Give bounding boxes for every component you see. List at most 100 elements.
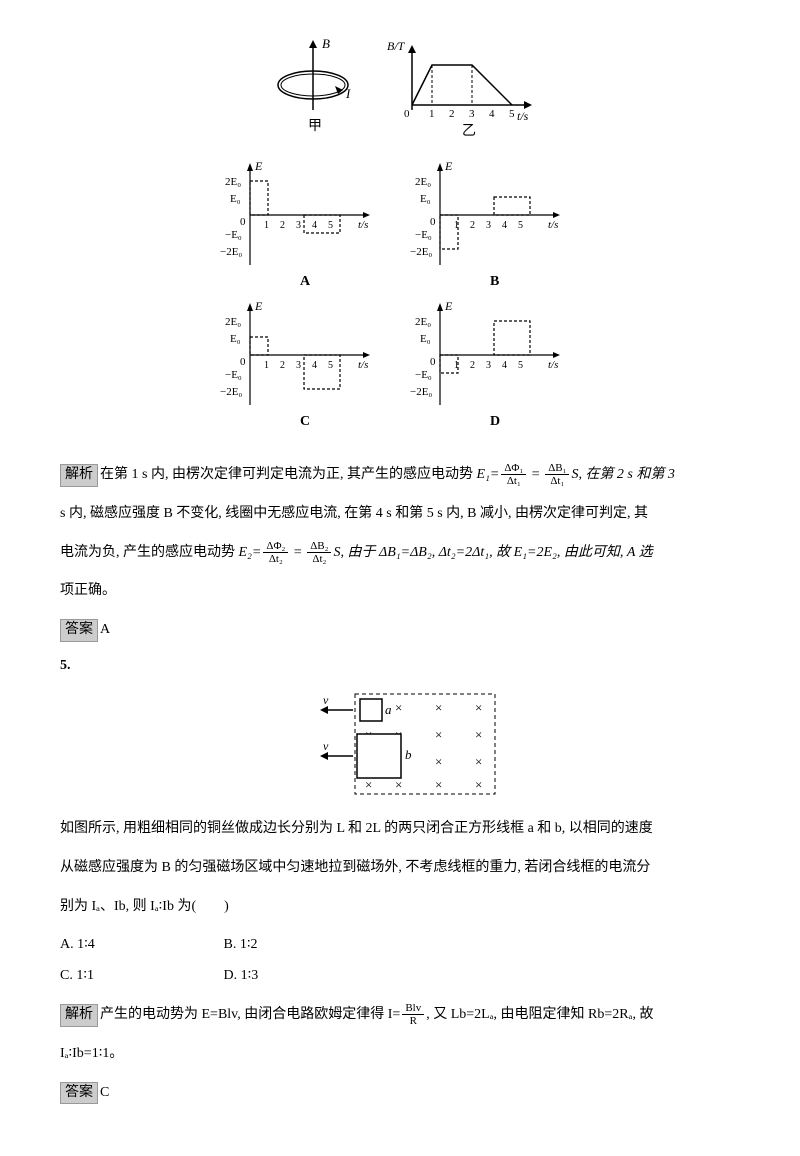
svg-text:3: 3 [296, 360, 301, 371]
q5-vb: v [323, 739, 329, 753]
svg-text:−E₀: −E₀ [225, 229, 242, 241]
q5-choice-b: B. 1∶2 [224, 930, 384, 961]
analysis-1-line2: s 内, 磁感应强度 B 不变化, 线圈中无感应电流, 在第 4 s 和第 5 … [60, 499, 740, 530]
svg-text:E₀: E₀ [230, 333, 241, 345]
svg-text:E₀: E₀ [420, 193, 431, 205]
a1-l3-pre: 电流为负, 产生的感应电动势 [60, 545, 239, 560]
q5-stem3: 别为 Iₐ、Ib, 则 Iₐ∶Ib 为( ) [60, 892, 740, 923]
q5-stem2: 从磁感应强度为 B 的匀强磁场区域中匀速地拉到磁场外, 不考虑线框的重力, 若闭… [60, 853, 740, 884]
a1-post1: S, 在第 2 s 和第 3 [571, 467, 674, 482]
svg-text:E₀: E₀ [230, 193, 241, 205]
svg-text:1: 1 [264, 360, 269, 371]
svg-text:×: × [475, 727, 482, 742]
svg-text:D: D [490, 414, 500, 429]
svg-text:5: 5 [509, 108, 515, 120]
a1-eq: = [528, 467, 543, 482]
a2-post: , 又 Lb=2Lₐ, 由电阻定律知 Rb=2Rₐ, 故 [426, 1007, 653, 1022]
svg-text:t/s: t/s [358, 359, 368, 371]
svg-text:1: 1 [264, 220, 269, 231]
q5-choice-c: C. 1∶1 [60, 961, 220, 992]
q5-svg: ×××× ×××× ×××× ×××× a b v v [285, 684, 515, 804]
q5-b-label: b [405, 747, 412, 762]
analysis-1-line3: 电流为负, 产生的感应电动势 E₂=ΔΦ₂Δt₂ = ΔB₂Δt₂S, 由于 Δ… [60, 538, 740, 569]
svg-text:3: 3 [296, 220, 301, 231]
svg-text:t/s: t/s [358, 219, 368, 231]
svg-text:−2E₀: −2E₀ [220, 246, 242, 258]
svg-text:×: × [475, 700, 482, 715]
svg-text:×: × [475, 777, 482, 792]
q5-choice-d: D. 1∶3 [224, 961, 384, 992]
svg-text:5: 5 [518, 360, 523, 371]
svg-text:2E₀: 2E₀ [225, 176, 241, 188]
a1-frac1: ΔΦ₁Δt₁ [501, 462, 526, 487]
svg-text:E: E [254, 299, 263, 313]
svg-text:C: C [300, 414, 310, 429]
svg-text:×: × [435, 700, 442, 715]
analysis-label-1: 解析 [60, 464, 98, 487]
svg-text:2: 2 [449, 108, 455, 120]
svg-text:2: 2 [280, 220, 285, 231]
a1-e1: E₁= [476, 467, 499, 482]
svg-text:2: 2 [470, 220, 475, 231]
a1-l3-post: S, 由于 ΔB₁=ΔB₂, Δt₂=2Δt₁, 故 E₁=2E₂, 由此可知,… [333, 545, 652, 560]
q5-a-label: a [385, 702, 392, 717]
q5-choice-a: A. 1∶4 [60, 930, 220, 961]
svg-text:0: 0 [430, 356, 436, 368]
svg-text:×: × [395, 700, 402, 715]
svg-text:B: B [490, 274, 499, 289]
svg-text:2E₀: 2E₀ [415, 176, 431, 188]
bt-ylabel: B/T [387, 39, 406, 53]
emf-options-svg: E t/s 2E₀ E₀ 0 −E₀ −2E₀ 1 2 3 4 5 A [200, 150, 600, 450]
q5-number: 5. [60, 658, 740, 674]
svg-text:×: × [475, 754, 482, 769]
a1-e2: E₂= [239, 545, 262, 560]
svg-text:4: 4 [312, 220, 317, 231]
a1-pre: 在第 1 s 内, 由楞次定律可判定电流为正, 其产生的感应电动势 [100, 467, 476, 482]
svg-text:×: × [435, 754, 442, 769]
i-label: I [345, 86, 351, 101]
yi-label: 乙 [462, 123, 476, 139]
emf-options-row: E t/s 2E₀ E₀ 0 −E₀ −2E₀ 1 2 3 4 5 A [60, 150, 740, 450]
svg-text:t/s: t/s [548, 219, 558, 231]
svg-text:5: 5 [328, 220, 333, 231]
svg-text:3: 3 [486, 220, 491, 231]
a2-frac: BlvR [402, 1002, 424, 1027]
svg-text:A: A [300, 274, 311, 289]
svg-text:−E₀: −E₀ [225, 369, 242, 381]
q5-va: v [323, 693, 329, 707]
svg-text:−2E₀: −2E₀ [220, 386, 242, 398]
q5-choices: A. 1∶4 B. 1∶2 C. 1∶1 D. 1∶3 [60, 930, 740, 992]
a1-frac3: ΔΦ₂Δt₂ [263, 540, 288, 565]
svg-text:3: 3 [469, 108, 475, 120]
svg-text:2: 2 [470, 360, 475, 371]
svg-text:E: E [254, 159, 263, 173]
svg-text:0: 0 [240, 216, 246, 228]
answer-label-2: 答案 [60, 1082, 98, 1105]
svg-text:5: 5 [518, 220, 523, 231]
b-label: B [322, 36, 330, 51]
svg-text:1: 1 [429, 108, 435, 120]
answer-2: 答案C [60, 1078, 740, 1109]
analysis-1-line4: 项正确。 [60, 576, 740, 607]
coil-diagram: B I 甲 [258, 30, 378, 140]
svg-text:4: 4 [489, 108, 495, 120]
figure-top-row: B I 甲 B/T t/s 0 1 [60, 30, 740, 140]
a1-eq2: = [290, 545, 305, 560]
analysis-2-line2: Iₐ∶Ib=1∶1。 [60, 1039, 740, 1070]
bt-graph: B/T t/s 0 1 2 3 4 5 乙 [382, 30, 542, 140]
a1-frac2: ΔB₁Δt₁ [545, 462, 569, 487]
svg-text:0: 0 [240, 356, 246, 368]
svg-text:×: × [395, 777, 402, 792]
svg-text:4: 4 [312, 360, 317, 371]
svg-text:5: 5 [328, 360, 333, 371]
svg-text:2E₀: 2E₀ [415, 316, 431, 328]
page-container: B I 甲 B/T t/s 0 1 [0, 0, 800, 1156]
svg-text:4: 4 [502, 220, 507, 231]
a1-frac4: ΔB₂Δt₂ [307, 540, 331, 565]
svg-text:4: 4 [502, 360, 507, 371]
analysis-1: 解析在第 1 s 内, 由楞次定律可判定电流为正, 其产生的感应电动势 E₁=Δ… [60, 460, 740, 491]
analysis-2: 解析产生的电动势为 E=Blv, 由闭合电路欧姆定律得 I=BlvR, 又 Lb… [60, 1000, 740, 1031]
svg-text:2E₀: 2E₀ [225, 316, 241, 328]
svg-text:E: E [444, 299, 453, 313]
svg-text:E: E [444, 159, 453, 173]
